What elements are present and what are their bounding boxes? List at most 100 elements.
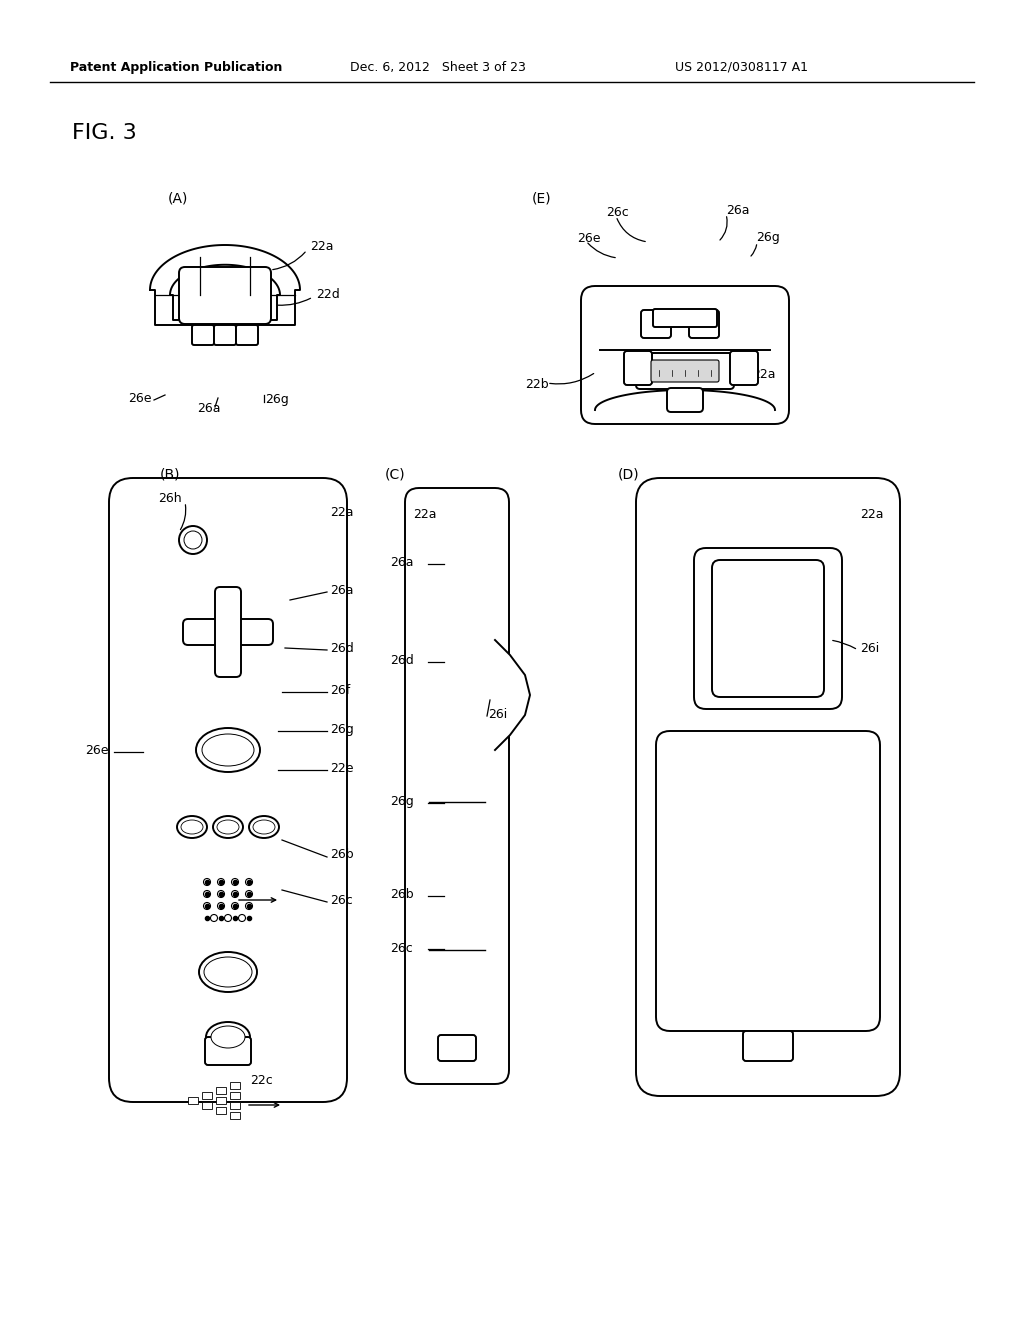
Bar (230, 1102, 240, 1109)
Circle shape (211, 915, 217, 921)
Text: 26b: 26b (390, 888, 414, 902)
Text: 22c: 22c (250, 1073, 272, 1086)
Ellipse shape (199, 952, 257, 993)
FancyBboxPatch shape (651, 360, 719, 381)
FancyBboxPatch shape (743, 1031, 793, 1061)
Text: US 2012/0308117 A1: US 2012/0308117 A1 (675, 61, 808, 74)
FancyBboxPatch shape (179, 267, 271, 323)
Circle shape (184, 531, 202, 549)
Text: 26f: 26f (330, 684, 350, 697)
Bar (230, 1092, 240, 1100)
Bar (202, 1102, 212, 1109)
FancyBboxPatch shape (218, 626, 238, 642)
Ellipse shape (213, 816, 243, 838)
Text: 26a: 26a (197, 401, 220, 414)
Polygon shape (150, 246, 300, 325)
Circle shape (231, 891, 239, 898)
Text: (C): (C) (385, 469, 406, 482)
Ellipse shape (177, 816, 207, 838)
FancyBboxPatch shape (109, 478, 347, 1102)
FancyBboxPatch shape (236, 325, 258, 345)
FancyBboxPatch shape (667, 388, 703, 412)
FancyBboxPatch shape (636, 352, 734, 389)
Text: 26i: 26i (488, 709, 507, 722)
Text: 22a: 22a (860, 508, 884, 521)
FancyBboxPatch shape (581, 286, 790, 424)
Circle shape (204, 903, 211, 909)
Text: 26c: 26c (330, 894, 352, 907)
FancyBboxPatch shape (653, 309, 717, 327)
Text: (E): (E) (532, 191, 552, 205)
FancyBboxPatch shape (214, 325, 236, 345)
Bar (230, 1111, 240, 1119)
Text: (A): (A) (168, 191, 188, 205)
Text: 22a: 22a (310, 240, 334, 253)
Bar (188, 1097, 198, 1104)
Ellipse shape (204, 957, 252, 987)
Ellipse shape (217, 820, 239, 834)
Text: 26e: 26e (577, 231, 600, 244)
Text: (D): (D) (618, 469, 640, 482)
Ellipse shape (202, 734, 254, 766)
Circle shape (217, 903, 224, 909)
Text: 22e: 22e (330, 762, 353, 775)
Text: 26a: 26a (330, 583, 353, 597)
Text: 22a: 22a (413, 508, 436, 521)
Text: (B): (B) (160, 469, 180, 482)
Ellipse shape (253, 820, 275, 834)
Circle shape (224, 915, 231, 921)
FancyBboxPatch shape (689, 310, 719, 338)
Ellipse shape (211, 1026, 245, 1048)
FancyBboxPatch shape (641, 310, 671, 338)
FancyBboxPatch shape (656, 731, 880, 1031)
Ellipse shape (206, 1022, 250, 1052)
Text: 26e: 26e (128, 392, 152, 404)
FancyBboxPatch shape (193, 325, 214, 345)
Bar (216, 1097, 226, 1104)
Circle shape (204, 891, 211, 898)
Circle shape (217, 891, 224, 898)
Text: 22a: 22a (330, 507, 353, 520)
FancyBboxPatch shape (438, 1035, 476, 1061)
Circle shape (204, 879, 211, 886)
Text: 26h: 26h (158, 492, 181, 506)
Text: 26b: 26b (330, 849, 353, 862)
FancyBboxPatch shape (406, 488, 509, 1084)
Text: 22a: 22a (752, 368, 775, 381)
FancyBboxPatch shape (636, 478, 900, 1096)
Text: 26a: 26a (390, 556, 414, 569)
Text: 26g: 26g (756, 231, 779, 244)
Ellipse shape (181, 820, 203, 834)
FancyBboxPatch shape (730, 351, 758, 385)
Text: 26i: 26i (860, 642, 880, 655)
Bar (202, 1092, 212, 1100)
Text: 26e: 26e (85, 743, 109, 756)
Bar (216, 1107, 226, 1114)
Text: 26g: 26g (390, 796, 414, 808)
Polygon shape (170, 265, 280, 319)
Text: Patent Application Publication: Patent Application Publication (70, 61, 283, 74)
FancyBboxPatch shape (205, 1038, 251, 1065)
Text: 26d: 26d (390, 653, 414, 667)
Circle shape (246, 879, 253, 886)
Ellipse shape (249, 816, 279, 838)
Text: 26g: 26g (330, 723, 353, 737)
Bar (216, 1086, 226, 1094)
Circle shape (231, 903, 239, 909)
Text: Dec. 6, 2012   Sheet 3 of 23: Dec. 6, 2012 Sheet 3 of 23 (350, 61, 526, 74)
Text: FIG. 3: FIG. 3 (72, 123, 137, 143)
FancyBboxPatch shape (215, 587, 241, 677)
Text: 22d: 22d (316, 288, 340, 301)
Text: 26d: 26d (330, 642, 353, 655)
Text: 26c: 26c (606, 206, 629, 219)
Circle shape (179, 525, 207, 554)
Circle shape (246, 891, 253, 898)
Circle shape (217, 879, 224, 886)
Circle shape (231, 879, 239, 886)
Ellipse shape (196, 729, 260, 772)
Text: 26a: 26a (726, 203, 750, 216)
Circle shape (239, 915, 246, 921)
Text: 26c: 26c (390, 941, 413, 954)
FancyBboxPatch shape (183, 619, 273, 645)
FancyBboxPatch shape (694, 548, 842, 709)
